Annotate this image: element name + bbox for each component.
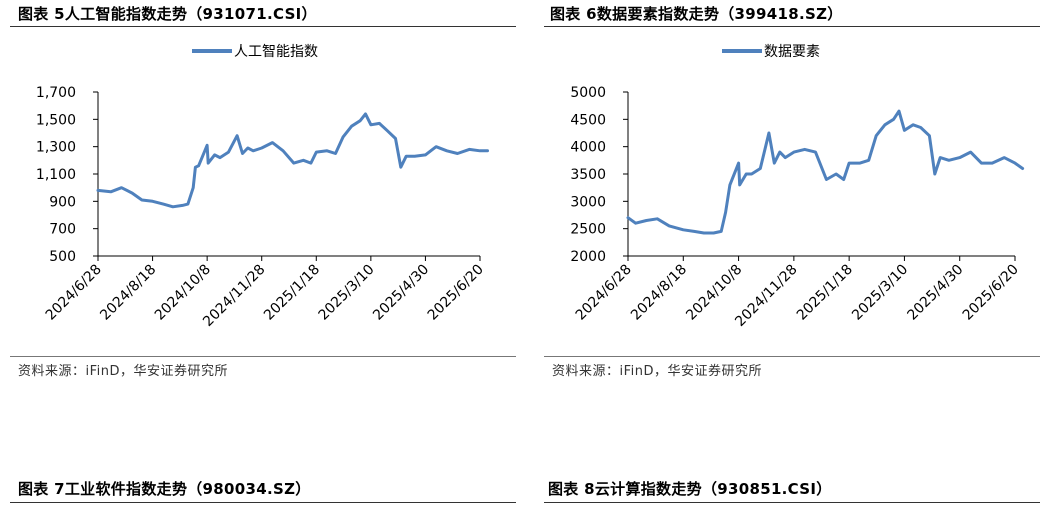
x-tick-label: 2025/4/30: [904, 262, 966, 324]
x-tick-label: 2025/1/18: [261, 262, 323, 324]
y-tick-label: 2000: [570, 249, 606, 265]
y-tick-label: 1,700: [36, 85, 76, 101]
figure-6-chart: 20002500300035004000450050002024/6/28202…: [570, 44, 1025, 330]
y-tick-label: 900: [49, 194, 76, 210]
y-tick-label: 3000: [570, 194, 606, 210]
x-tick-label: 2024/6/28: [573, 262, 635, 324]
y-tick-label: 700: [49, 222, 76, 238]
x-tick-label: 2025/6/20: [960, 262, 1022, 324]
y-tick-label: 5000: [570, 85, 606, 101]
figure-5-source: 资料来源：iFinD，华安证券研究所: [18, 364, 229, 379]
series-line-0: [626, 109, 1025, 235]
figure-6-title: 图表 6数据要素指数走势（399418.SZ）: [550, 5, 843, 23]
y-tick-label: 500: [49, 249, 76, 265]
figure-5-chart: 5007009001,1001,3001,5001,7002024/6/2820…: [36, 44, 489, 330]
x-tick-label: 2024/8/18: [97, 262, 159, 324]
y-tick-label: 1,100: [36, 167, 76, 183]
legend-label: 人工智能指数: [234, 44, 318, 60]
figure-7-title: 图表 7工业软件指数走势（980034.SZ）: [18, 480, 311, 498]
series-line-0: [96, 112, 489, 209]
figure-7-top-rule: [10, 502, 516, 503]
figure-5-source-rule: [10, 356, 516, 357]
figure-5-title: 图表 5人工智能指数走势（931071.CSI）: [18, 5, 317, 23]
figure-6-source-rule: [544, 356, 1040, 357]
y-tick-label: 1,500: [36, 112, 76, 128]
y-tick-label: 4000: [570, 140, 606, 156]
figure-8-top-rule: [544, 502, 1040, 503]
legend-label: 数据要素: [764, 44, 820, 60]
x-tick-label: 2025/6/20: [425, 262, 487, 324]
figure-6-source: 资料来源：iFinD，华安证券研究所: [552, 364, 763, 379]
x-tick-label: 2024/8/18: [628, 262, 690, 324]
y-tick-label: 2500: [570, 222, 606, 238]
x-tick-label: 2025/4/30: [370, 262, 432, 324]
y-tick-label: 3500: [570, 167, 606, 183]
x-tick-label: 2025/3/10: [849, 262, 911, 324]
x-tick-label: 2025/1/18: [794, 262, 856, 324]
figure-5-top-rule: [10, 26, 516, 27]
figure-8-title: 图表 8云计算指数走势（930851.CSI）: [548, 480, 832, 498]
y-tick-label: 1,300: [36, 140, 76, 156]
x-tick-label: 2025/3/10: [316, 262, 378, 324]
figure-6-top-rule: [544, 26, 1040, 27]
y-tick-label: 4500: [570, 112, 606, 128]
x-tick-label: 2024/6/28: [43, 262, 105, 324]
